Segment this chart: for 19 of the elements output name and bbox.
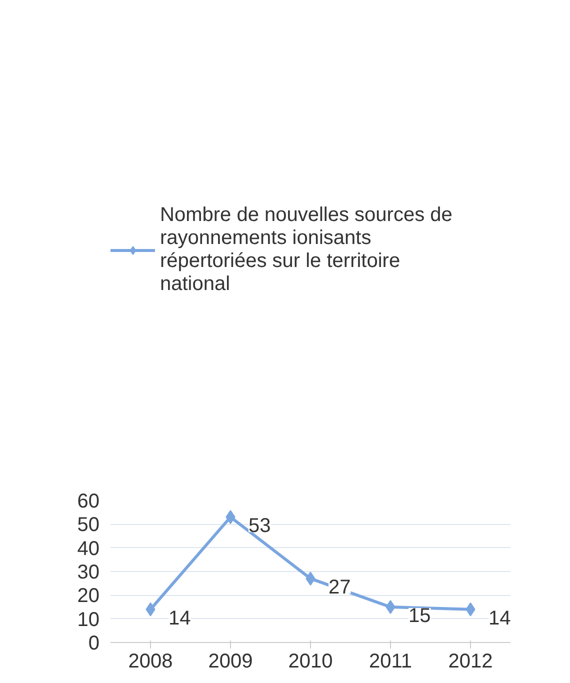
y-tick-label: 10 <box>77 608 100 631</box>
y-tick-label: 40 <box>77 538 100 560</box>
legend-label: Nombre de nouvelles sources de rayonnements ionisants répertoriées sur le territoire national <box>160 204 452 296</box>
y-tick-label: 60 <box>77 490 100 512</box>
x-tick-label: 2008 <box>128 650 173 672</box>
y-tick-label: 30 <box>77 562 100 584</box>
data-label: 14 <box>488 607 511 630</box>
y-tick-label: 20 <box>77 585 100 608</box>
x-tick-label: 2012 <box>448 650 493 672</box>
y-tick-label: 0 <box>88 632 100 654</box>
x-tick-label: 2010 <box>288 650 333 672</box>
data-label: 53 <box>248 515 271 538</box>
data-label: 15 <box>408 605 431 627</box>
point <box>386 600 396 614</box>
data-label: 27 <box>328 576 351 599</box>
data-label: 14 <box>168 607 191 630</box>
x-tick-label: 2011 <box>368 650 412 672</box>
y-tick-label: 50 <box>77 514 100 536</box>
x-tick-label: 2009 <box>208 650 253 672</box>
